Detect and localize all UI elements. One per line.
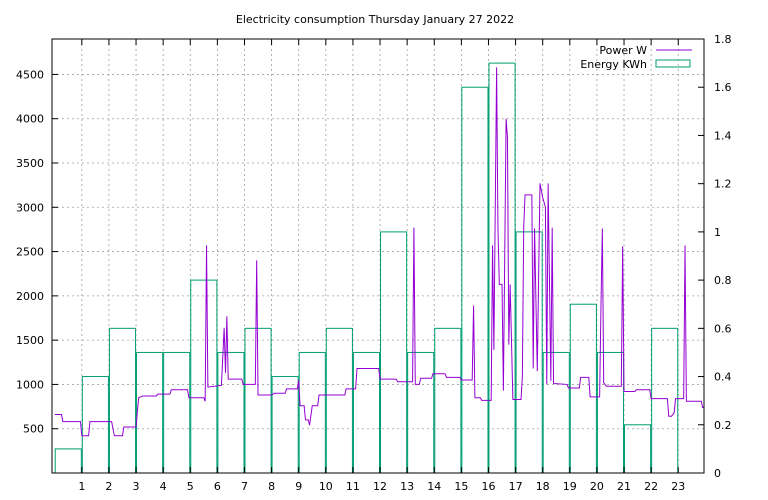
y2-tick-label: 1.8 (714, 33, 732, 46)
y-tick-label: 500 (23, 423, 44, 436)
x-tick-label: 18 (536, 480, 550, 493)
x-tick-label: 9 (295, 480, 302, 493)
x-tick-label: 8 (268, 480, 275, 493)
energy-box (569, 303, 597, 474)
x-tick-label: 21 (617, 480, 631, 493)
energy-box (325, 327, 353, 474)
x-tick-label: 17 (509, 480, 523, 493)
energy-box (434, 327, 462, 474)
energy-box (407, 351, 435, 474)
energy-box (190, 279, 218, 474)
legend-label-power: Power W (599, 44, 647, 57)
x-tick-label: 11 (346, 480, 360, 493)
x-tick-label: 10 (319, 480, 333, 493)
energy-box (596, 351, 625, 474)
energy-box (271, 376, 299, 474)
x-tick-label: 3 (133, 480, 140, 493)
x-tick-label: 6 (214, 480, 221, 493)
energy-box (298, 351, 326, 474)
legend-label-energy: Energy KWh (580, 58, 647, 71)
energy-box (136, 351, 164, 474)
energy-boxes (54, 62, 679, 474)
plot-frame (51, 38, 705, 474)
y2-tick-label: 1.2 (714, 178, 732, 191)
y2-tick-label: 1.4 (714, 129, 732, 142)
energy-box (651, 327, 679, 474)
x-tick-label: 13 (400, 480, 414, 493)
x-tick-label: 7 (241, 480, 248, 493)
y-tick-label: 2500 (16, 246, 44, 259)
y2-tick-label: 0.6 (714, 322, 732, 335)
y-tick-label: 2000 (16, 290, 44, 303)
x-tick-label: 15 (454, 480, 468, 493)
energy-box (81, 376, 109, 474)
y2-tick-label: 1.6 (714, 81, 732, 94)
grid-layer (52, 39, 704, 473)
power-line (54, 67, 704, 437)
x-tick-label: 4 (160, 480, 167, 493)
legend-swatch-energy (655, 59, 691, 68)
x-tick-label: 19 (563, 480, 577, 493)
x-tick-label: 1 (78, 480, 85, 493)
y-tick-label: 3500 (16, 157, 44, 170)
x-tick-label: 22 (644, 480, 658, 493)
x-tick-label: 14 (427, 480, 441, 493)
y2-tick-label: 0.8 (714, 274, 732, 287)
y-tick-label: 1500 (16, 334, 44, 347)
energy-box (163, 351, 191, 474)
y2-tick-label: 0 (714, 467, 721, 480)
x-tick-label: 5 (187, 480, 194, 493)
x-tick-label: 23 (671, 480, 685, 493)
y-tick-label: 1000 (16, 378, 44, 391)
x-tick-label: 20 (590, 480, 604, 493)
energy-box (54, 448, 82, 474)
x-tick-label: 16 (481, 480, 495, 493)
energy-box (461, 86, 489, 474)
legend: Power W Energy KWh (580, 44, 692, 71)
y-tick-label: 4500 (16, 68, 44, 81)
y-tick-label: 4000 (16, 113, 44, 126)
y2-tick-label: 0.4 (714, 371, 732, 384)
energy-box (624, 424, 652, 474)
energy-box (380, 231, 408, 474)
power-series-line (54, 67, 704, 437)
x-tick-label: 12 (373, 480, 387, 493)
chart-title: Electricity consumption Thursday January… (236, 13, 514, 26)
y-tick-label: 3000 (16, 201, 44, 214)
y2-tick-label: 1 (714, 226, 721, 239)
ticks-layer: 1 2 3 4 5 6 7 8 9 10 11 12 13 14 15 16 17 18 19 20 21 22 23500… (16, 33, 732, 493)
energy-box (108, 327, 137, 474)
y2-tick-label: 0.2 (714, 419, 732, 432)
x-tick-label: 2 (105, 480, 112, 493)
